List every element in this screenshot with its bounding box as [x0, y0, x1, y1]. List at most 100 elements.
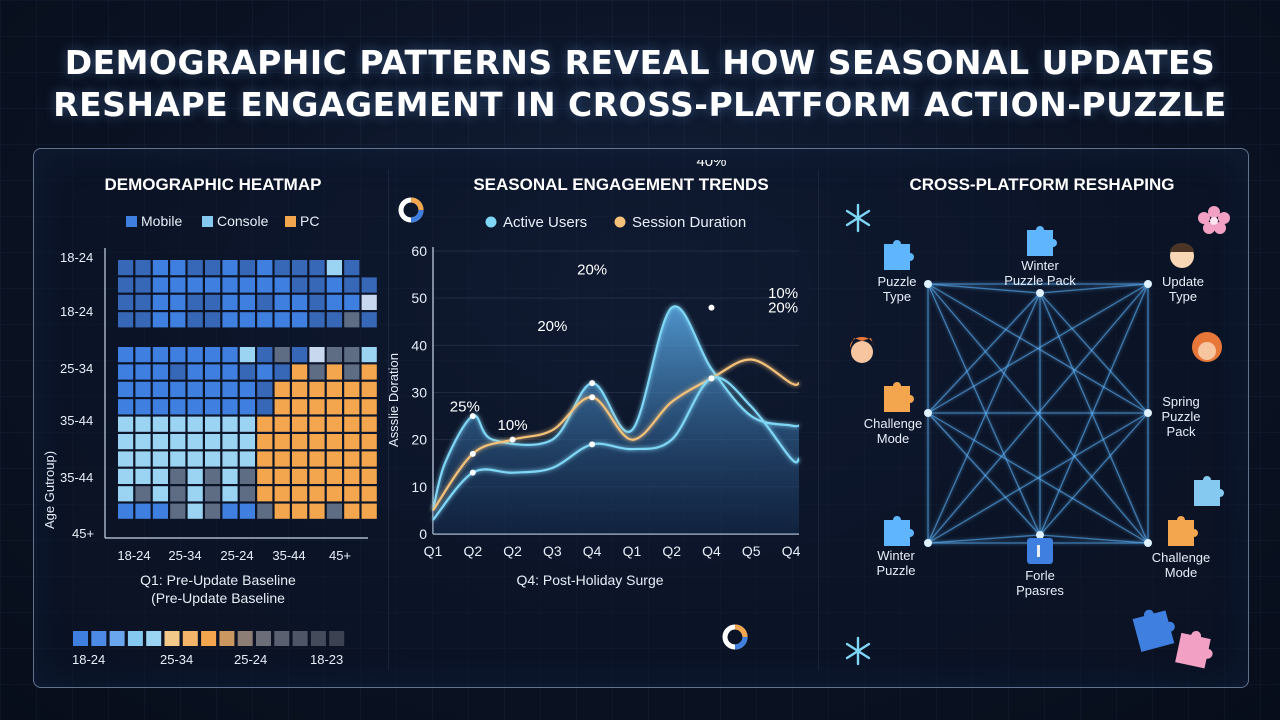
- heatmap-cell: [205, 260, 221, 276]
- heatmap-cell: [152, 277, 168, 293]
- heatmap-cell: [309, 312, 325, 328]
- node-update-type: Update Type: [1162, 243, 1204, 304]
- puzzle-piece-icon: [1194, 476, 1224, 506]
- scale-label: 25-24: [234, 652, 267, 667]
- network-node: [1144, 409, 1152, 417]
- heatmap-cell: [152, 364, 168, 380]
- puzzle-piece-icon: [884, 516, 914, 546]
- heatmap-cell: [222, 486, 238, 502]
- snowflake-icon: [845, 203, 871, 233]
- network-edge: [927, 412, 1041, 536]
- network-nodes: [924, 280, 1152, 547]
- legend-marker-active-users: [485, 216, 497, 228]
- heatmap-cell: [222, 381, 238, 397]
- heatmap-cell: [118, 434, 134, 450]
- heatmap-cell: [292, 364, 308, 380]
- heatmap-cell: [239, 277, 255, 293]
- heatmap-cell: [326, 277, 342, 293]
- data-point: [589, 380, 596, 387]
- heatmap-x-tick: 45+: [329, 548, 351, 563]
- y-tick-label: 30: [411, 385, 427, 401]
- network-node: [1036, 289, 1044, 297]
- heatmap-cell: [152, 451, 168, 467]
- heatmap-cell: [135, 451, 151, 467]
- heatmap-cell: [239, 381, 255, 397]
- node-winter-puzzle-pack: Winter Puzzle Pack: [1004, 226, 1076, 288]
- heatmap-cell: [344, 277, 360, 293]
- node-label: Winter: [1021, 258, 1059, 273]
- heatmap-cell: [344, 347, 360, 363]
- panel-divider: [818, 170, 819, 670]
- trends-series: [431, 304, 801, 534]
- heatmap-cell: [257, 451, 273, 467]
- data-point: [469, 469, 476, 476]
- heatmap-cell: [118, 451, 134, 467]
- trends-caption: Q4: Post-Holiday Surge: [516, 572, 663, 588]
- heatmap-cell: [326, 503, 342, 519]
- heatmap-cell: [222, 347, 238, 363]
- heatmap-cell: [118, 399, 134, 415]
- node-label: Spring: [1162, 394, 1200, 409]
- heatmap-x-tick: 18-24: [117, 548, 150, 563]
- puzzle-piece-icon: [884, 240, 914, 270]
- heatmap-y-tick: 35-44: [60, 413, 93, 428]
- node-label: Mode: [877, 431, 910, 446]
- scale-swatch: [127, 631, 143, 646]
- heatmap-title: DEMOGRAPHIC HEATMAP: [105, 175, 322, 194]
- heatmap-cell: [309, 347, 325, 363]
- title-line-2: RESHAPE ENGAGEMENT IN CROSS-PLATFORM ACT…: [53, 85, 1227, 124]
- heatmap-cell: [170, 381, 186, 397]
- heatmap-cell: [205, 486, 221, 502]
- heatmap-cell: [118, 347, 134, 363]
- heatmap-cell: [257, 260, 273, 276]
- heatmap-cell: [326, 486, 342, 502]
- heatmap-cell: [309, 381, 325, 397]
- heatmap-y-tick: 18-24: [60, 304, 93, 319]
- heatmap-cell: [361, 503, 377, 519]
- title-line-1: DEMOGRAPHIC PATTERNS REVEAL HOW SEASONAL…: [64, 43, 1216, 82]
- heatmap-cell: [135, 486, 151, 502]
- heatmap-cell: [361, 451, 377, 467]
- heatmap-cell: [361, 434, 377, 450]
- heatmap-cell: [170, 347, 186, 363]
- heatmap-cell: [292, 434, 308, 450]
- network-edge: [927, 283, 1041, 294]
- heatmap-cell: [326, 451, 342, 467]
- data-label: 10%: [768, 285, 798, 302]
- heatmap-cell: [274, 381, 290, 397]
- heatmap-cell: [170, 434, 186, 450]
- network-edge: [1039, 283, 1149, 536]
- heatmap-cell: [205, 381, 221, 397]
- demographic-heatmap: DEMOGRAPHIC HEATMAP Mobile Console PC Ag…: [42, 175, 377, 667]
- legend-swatch-mobile: [126, 216, 137, 227]
- heatmap-cell: [170, 364, 186, 380]
- heatmap-cell: [239, 399, 255, 415]
- legend-marker-session-duration: [614, 216, 626, 228]
- heatmap-cell: [344, 434, 360, 450]
- heatmap-cell: [135, 468, 151, 484]
- heatmap-cell: [205, 468, 221, 484]
- heatmap-cell: [257, 399, 273, 415]
- heatmap-cell: [344, 399, 360, 415]
- heatmap-cell: [274, 468, 290, 484]
- legend-label-console: Console: [217, 213, 269, 229]
- donut-chart-icon: [722, 624, 748, 650]
- legend-label-session-duration: Session Duration: [632, 214, 746, 231]
- heatmap-cell: [118, 260, 134, 276]
- heatmap-cell: [118, 381, 134, 397]
- network-edge: [927, 292, 1041, 544]
- heatmap-cell: [170, 399, 186, 415]
- scale-swatch: [219, 631, 235, 646]
- x-tick-label: Q3: [543, 543, 562, 559]
- heatmap-cell: [257, 486, 273, 502]
- network-edges: [927, 283, 1149, 544]
- y-tick-label: 60: [411, 243, 427, 259]
- x-tick-label: Q4: [702, 543, 721, 559]
- node-challenge-mode: Challenge Mode: [864, 382, 922, 446]
- heatmap-caption-1: Q1: Pre-Update Baseline: [140, 572, 296, 588]
- heatmap-cell: [309, 468, 325, 484]
- heatmap-cell: [274, 416, 290, 432]
- heatmap-cell: [326, 381, 342, 397]
- heatmap-cell: [292, 451, 308, 467]
- heatmap-cell: [170, 260, 186, 276]
